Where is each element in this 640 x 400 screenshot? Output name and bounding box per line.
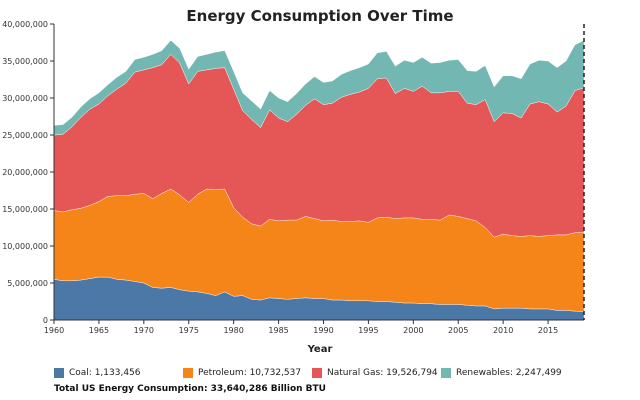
x-tick-label: 1990 [313, 326, 333, 335]
y-tick-label: 30,000,000 [2, 94, 48, 103]
x-tick-label: 1960 [44, 326, 64, 335]
x-tick-label: 1970 [134, 326, 154, 335]
legend-item-coal[interactable]: Coal: 1,133,456 [54, 368, 141, 378]
y-tick-label: 0 [43, 316, 48, 325]
legend-label-coal: Coal: 1,133,456 [69, 368, 141, 378]
legend-item-petroleum[interactable]: Petroleum: 10,732,537 [183, 368, 301, 378]
x-tick-label: 1985 [268, 326, 288, 335]
x-tick-label: 1995 [358, 326, 378, 335]
chart-title: Energy Consumption Over Time [186, 7, 453, 25]
x-axis-label: Year [307, 344, 333, 355]
legend-label-petroleum: Petroleum: 10,732,537 [198, 368, 302, 378]
legend-swatch-renewables [441, 368, 451, 378]
y-tick-label: 15,000,000 [2, 205, 48, 214]
y-tick-label: 35,000,000 [2, 57, 48, 66]
stacked-areas [53, 39, 585, 321]
legend-swatch-petroleum [183, 368, 193, 378]
x-tick-label: 2005 [448, 326, 468, 335]
total-consumption: Total US Energy Consumption: 33,640,286 … [54, 384, 326, 394]
legend-label-natural-gas: Natural Gas: 19,526,794 [327, 368, 438, 378]
legend-label-renewables: Renewables: 2,247,499 [456, 368, 562, 378]
y-tick-label: 10,000,000 [2, 242, 48, 251]
x-tick-label: 1975 [179, 326, 199, 335]
y-tick-label: 20,000,000 [2, 168, 48, 177]
x-tick-label: 1980 [223, 326, 243, 335]
y-tick-label: 25,000,000 [2, 131, 48, 140]
x-tick-label: 2000 [403, 326, 423, 335]
legend-item-natural-gas[interactable]: Natural Gas: 19,526,794 [312, 368, 438, 378]
legend-item-renewables[interactable]: Renewables: 2,247,499 [441, 368, 562, 378]
legend-swatch-coal [54, 368, 64, 378]
legend: Coal: 1,133,456 Petroleum: 10,732,537 Na… [0, 368, 640, 382]
y-tick-label: 40,000,000 [2, 20, 48, 29]
x-tick-label: 1965 [89, 326, 109, 335]
y-tick-label: 5,000,000 [7, 279, 48, 288]
legend-swatch-natural-gas [312, 368, 322, 378]
energy-chart: Energy Consumption Over Time 0 5,000,000 1… [2, 7, 585, 355]
x-tick-label: 2010 [493, 326, 513, 335]
x-tick-label: 2015 [538, 326, 558, 335]
axes: 0 5,000,000 10,000,000 15,000,000 20,000,000… [2, 20, 585, 335]
